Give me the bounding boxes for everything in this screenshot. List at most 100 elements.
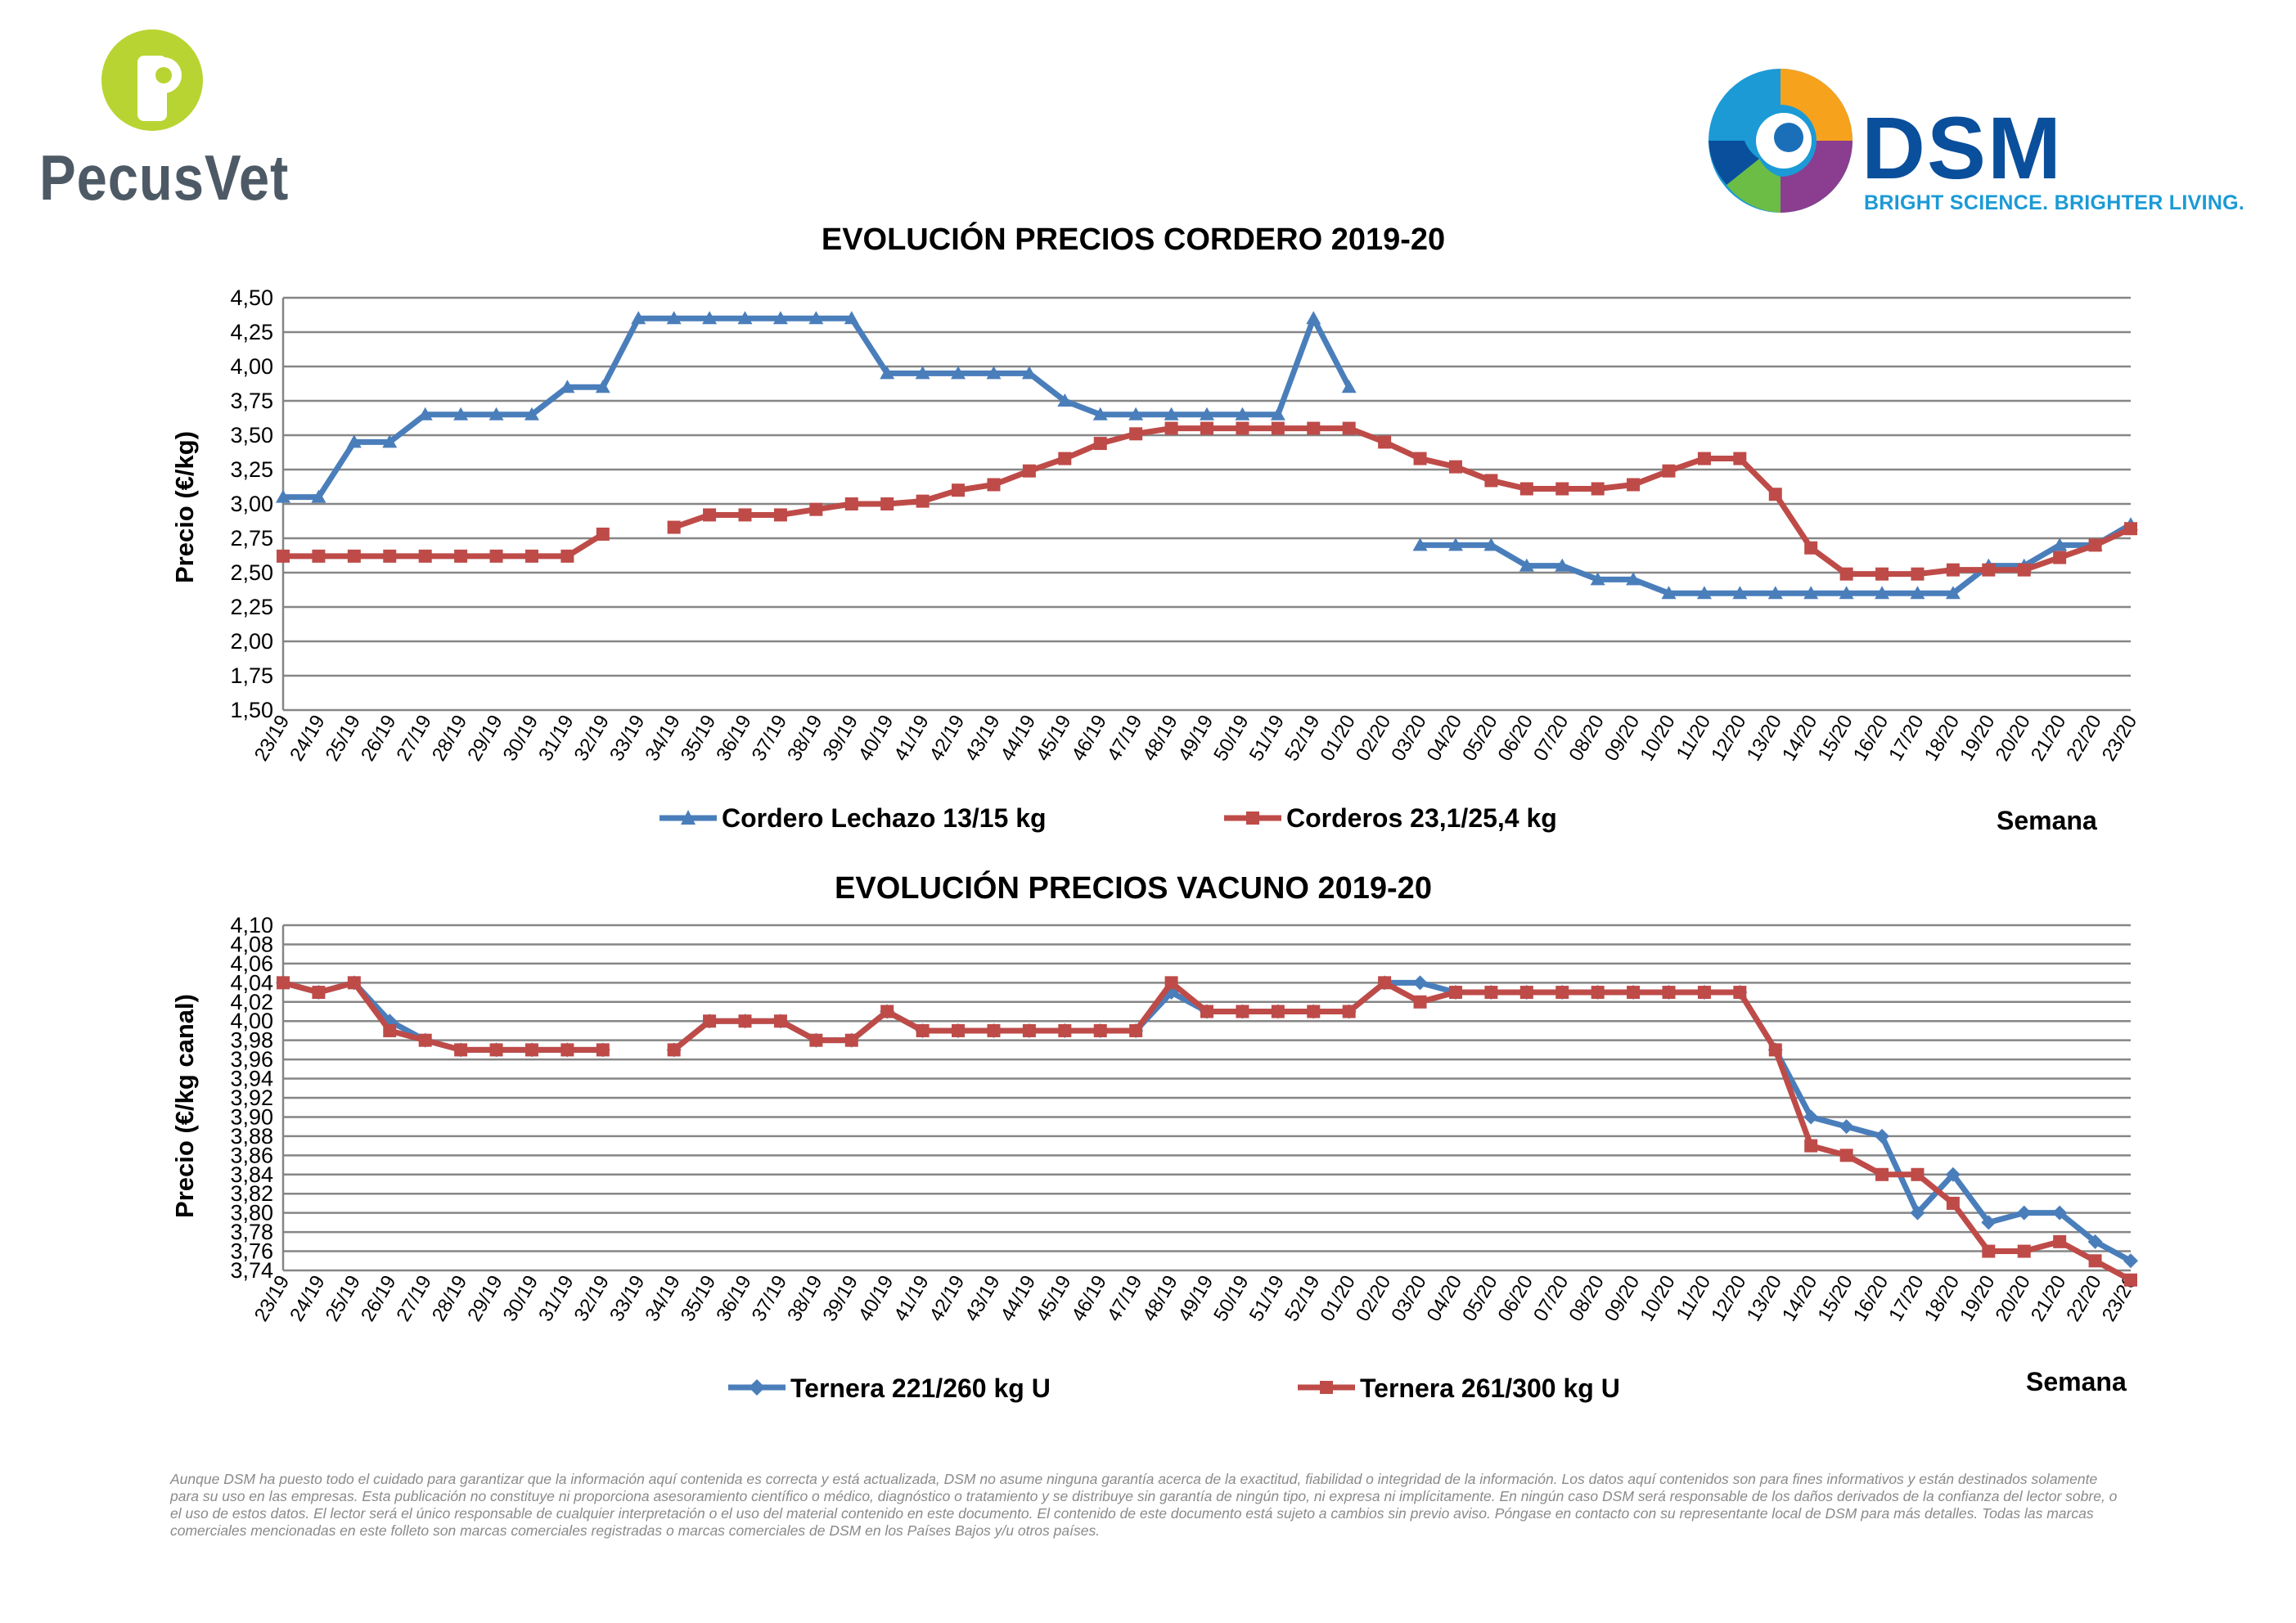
series-2-point (1839, 567, 1853, 581)
x-tick-label: 37/19 (748, 1272, 791, 1326)
series-2-point (1697, 452, 1711, 465)
series-1-point (1803, 1109, 1819, 1125)
y-tick-label: 3,25 (230, 457, 273, 482)
series-2-point (1662, 464, 1676, 478)
series-1-point (772, 311, 788, 325)
y-tick-label: 3,90 (230, 1104, 273, 1129)
series-2-point (1307, 421, 1321, 435)
series-2-point (1946, 1196, 1960, 1210)
x-tick-label: 43/19 (961, 1272, 1004, 1326)
series-1-point (311, 489, 326, 503)
series-2-point (560, 1043, 574, 1057)
x-axis-label: Semana (1997, 806, 2097, 835)
series-2-point (738, 508, 752, 522)
legend-label-ternera-221: Ternera 221/260 kg U (790, 1373, 1051, 1403)
x-tick-label: 15/20 (1813, 1272, 1857, 1326)
series-2-point (773, 508, 787, 522)
x-tick-label: 52/19 (1281, 1272, 1324, 1326)
series-2-point (2017, 563, 2031, 577)
x-tick-label: 30/19 (499, 1272, 542, 1326)
series-2-point (667, 1043, 681, 1057)
x-tick-label: 29/19 (463, 1272, 506, 1326)
series-1-point (1626, 572, 1641, 586)
x-tick-label: 45/19 (1032, 1272, 1075, 1326)
x-tick-label: 21/20 (2027, 1272, 2070, 1326)
series-2-point (1378, 435, 1392, 449)
series-2-point (1271, 421, 1285, 435)
series-2-point (1307, 1005, 1321, 1018)
series-2-point (1271, 1005, 1285, 1018)
series-1-point (1235, 407, 1250, 420)
series-2-point (596, 527, 610, 541)
y-tick-label: 3,82 (230, 1181, 273, 1206)
legend-marker-ternera-221 (749, 1379, 765, 1396)
x-tick-label: 17/20 (1884, 1272, 1928, 1326)
series-1-line (672, 979, 2132, 1264)
series-2-line (282, 979, 603, 1053)
series-2-point (1236, 1005, 1249, 1018)
y-tick-label: 4,06 (230, 951, 273, 976)
series-2-point (1164, 976, 1178, 990)
x-tick-label: 41/19 (889, 1272, 933, 1326)
series-2-line (283, 531, 605, 560)
x-tick-label: 03/20 (1387, 1272, 1430, 1326)
series-2-point (383, 549, 397, 563)
series-1-point (631, 311, 646, 325)
series-2-point (738, 1014, 752, 1028)
series-1-point (951, 366, 966, 380)
y-tick-label: 2,00 (230, 629, 273, 654)
x-tick-label: 31/19 (534, 1272, 578, 1326)
series-1-point (2087, 1234, 2103, 1249)
y-tick-label: 3,78 (230, 1220, 273, 1244)
series-2-point (1555, 482, 1569, 496)
series-2-point (347, 976, 361, 990)
series-1-point (1875, 1128, 1890, 1144)
x-tick-label: 16/20 (1849, 1272, 1893, 1326)
x-tick-label: 35/19 (677, 1272, 720, 1326)
x-tick-labels: 23/1924/1925/1926/1927/1928/1929/1930/19… (250, 1272, 2141, 1326)
series-group (276, 975, 2138, 1287)
series-2-point (383, 1023, 397, 1037)
series-2-point (844, 1033, 858, 1047)
series-1-point (986, 366, 1002, 380)
x-tick-label: 46/19 (1068, 1272, 1111, 1326)
series-2-point (1768, 1043, 1782, 1057)
y-tick-label: 3,76 (230, 1239, 273, 1264)
series-1-point (276, 489, 290, 503)
x-tick-label: 08/20 (1564, 1272, 1608, 1326)
series-2-point (2088, 538, 2102, 552)
series-2-point (1946, 563, 1960, 577)
series-2-point (703, 1014, 717, 1028)
series-2-point (809, 502, 823, 516)
x-tick-label: 47/19 (1103, 1272, 1146, 1326)
legend: Ternera 221/260 kg U Ternera 261/300 kg … (728, 1373, 1620, 1403)
series-2-point (1022, 1023, 1036, 1037)
series-1-point (1306, 311, 1321, 325)
y-tick-label: 4,08 (230, 932, 273, 956)
x-tick-label: 26/19 (357, 1272, 400, 1326)
series-2-point (1200, 421, 1213, 435)
y-tick-label: 4,00 (230, 354, 273, 379)
series-1-point (524, 407, 539, 420)
series-2-point (2088, 1254, 2102, 1268)
series-2-point (987, 478, 1001, 492)
series-2-point (1413, 995, 1427, 1009)
series-2-point (1911, 567, 1925, 581)
series-2-point (952, 483, 966, 497)
series-1-point (2052, 537, 2068, 551)
series-2-point (277, 976, 290, 990)
series-1-point (1412, 975, 1428, 991)
legend-label-corderos: Corderos 23,1/25,4 kg (1286, 803, 1557, 833)
series-2-point (667, 520, 681, 534)
series-2-point (1875, 1167, 1889, 1181)
series-2-point (418, 549, 432, 563)
series-1-point (1128, 407, 1144, 420)
y-tick-label: 2,25 (230, 595, 273, 619)
series-1-point (1412, 537, 1428, 551)
series-2-point (2124, 1273, 2137, 1287)
series-2-point (916, 494, 930, 508)
series-2-point (2017, 1244, 2031, 1258)
x-tick-label: 33/19 (606, 1272, 649, 1326)
series-2-point (1342, 1005, 1356, 1018)
series-2-point (1733, 452, 1747, 465)
